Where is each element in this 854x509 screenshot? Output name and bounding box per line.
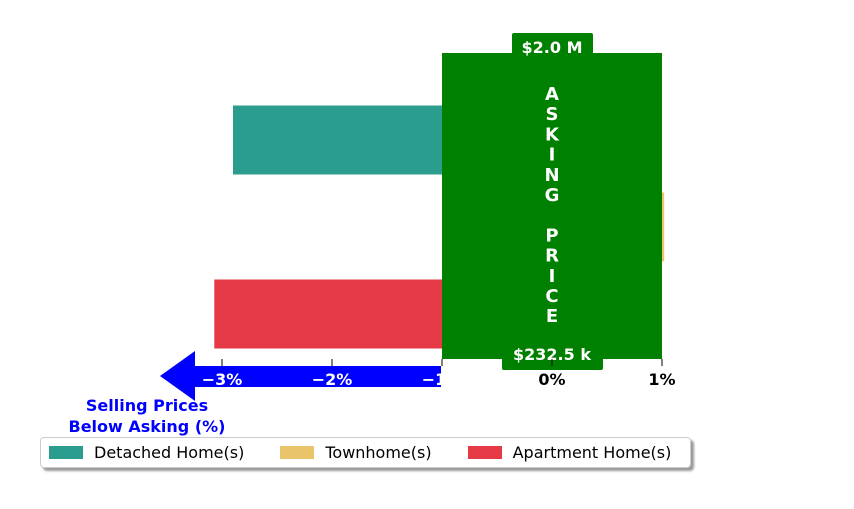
asking-band-letter: R <box>545 246 559 267</box>
x-axis: −3% −2% −1% 0% 1% <box>202 359 676 389</box>
x-tick-label: −2% <box>312 370 353 389</box>
legend-swatch-apartment <box>467 446 502 459</box>
x-tick-label: −1% <box>422 370 463 389</box>
asking-band-letter: P <box>545 225 558 246</box>
below-asking-arrow <box>160 351 441 401</box>
legend-item-apartment: Apartment Home(s) <box>467 443 672 462</box>
below-asking-label: Selling Prices Below Asking (%) <box>69 396 226 436</box>
below-asking-line2: Below Asking (%) <box>69 417 226 436</box>
legend-swatch-townhome <box>280 446 315 459</box>
asking-band-letter: K <box>545 124 560 145</box>
asking-band-letter: S <box>546 104 559 125</box>
x-tick-label: 1% <box>648 370 675 389</box>
asking-band-letter: I <box>549 145 556 166</box>
asking-band-letter: A <box>545 84 559 105</box>
asking-band-letter: C <box>545 286 558 307</box>
asking-band-rect <box>442 53 662 359</box>
asking-band-letter: G <box>545 185 560 206</box>
asking-band-letter: I <box>549 266 556 287</box>
legend-label-apartment: Apartment Home(s) <box>512 443 672 462</box>
asking-band-letter: N <box>544 165 559 186</box>
legend-item-townhome: Townhome(s) <box>280 443 432 462</box>
arrow-shape <box>160 351 441 401</box>
legend-item-detached: Detached Home(s) <box>49 443 244 462</box>
legend-swatch-detached <box>49 446 83 459</box>
top-price-label: $2.0 M <box>522 38 583 57</box>
below-asking-line1: Selling Prices <box>86 396 208 415</box>
legend: Detached Home(s) Townhome(s) Apartment H… <box>40 437 691 468</box>
bottom-price-label: $232.5 k <box>513 345 591 364</box>
top-price-box <box>512 33 593 60</box>
asking-band-letter: E <box>546 306 558 327</box>
bottom-price-box <box>502 342 603 370</box>
x-tick-label: −3% <box>202 370 243 389</box>
legend-label-detached: Detached Home(s) <box>94 443 245 462</box>
x-tick-label: 0% <box>538 370 565 389</box>
legend-label-townhome: Townhome(s) <box>325 443 432 462</box>
